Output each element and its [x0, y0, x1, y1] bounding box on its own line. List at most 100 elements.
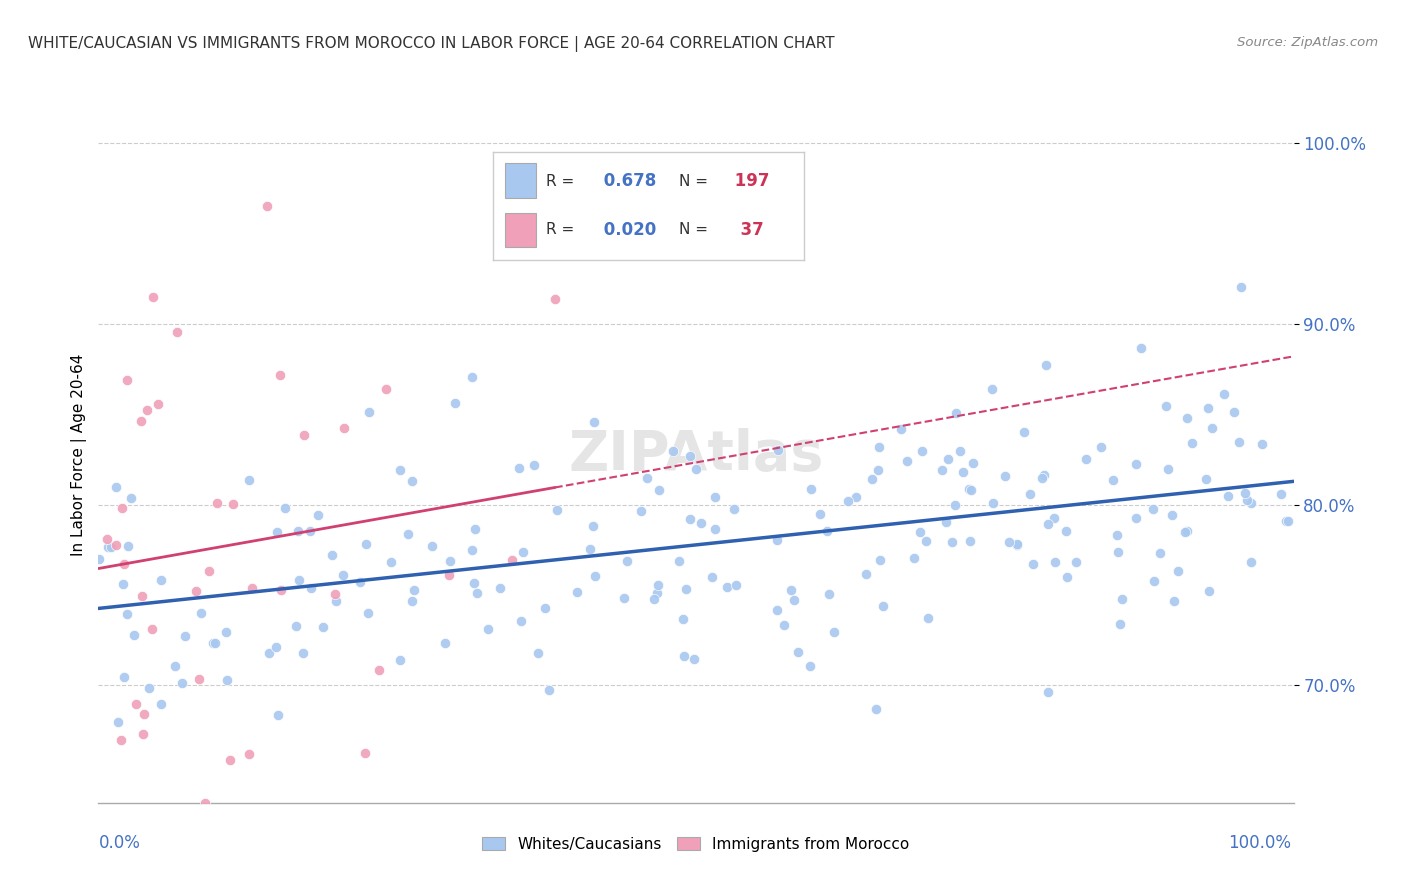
Y-axis label: In Labor Force | Age 20-64: In Labor Force | Age 20-64 [72, 354, 87, 556]
Point [1198, 583, 1220, 598]
Point [214, 625, 236, 640]
Point [477, 622, 499, 636]
Point [170, 676, 193, 690]
Point [325, 593, 347, 607]
Point [583, 569, 606, 583]
Point [357, 607, 380, 621]
Point [949, 443, 972, 458]
Point [1229, 434, 1251, 449]
Point [165, 658, 187, 673]
Point [380, 555, 402, 569]
Point [782, 593, 804, 607]
Point [582, 519, 605, 533]
Point [911, 444, 934, 458]
Point [544, 292, 567, 306]
Point [668, 554, 690, 568]
Point [204, 636, 226, 650]
Point [132, 727, 155, 741]
Point [860, 472, 883, 486]
Point [935, 515, 957, 529]
Legend: Whites/Caucasians, Immigrants from Morocco: Whites/Caucasians, Immigrants from Moroc… [477, 830, 915, 858]
Point [332, 568, 354, 582]
Point [1043, 511, 1066, 525]
Point [1129, 341, 1152, 355]
Point [187, 673, 209, 687]
Point [723, 502, 745, 516]
Point [256, 199, 278, 213]
Point [855, 566, 877, 581]
Point [349, 574, 371, 589]
Point [288, 574, 311, 588]
Point [1277, 514, 1299, 528]
Point [149, 573, 172, 587]
Point [1234, 486, 1257, 500]
Point [1056, 570, 1078, 584]
Point [800, 483, 823, 497]
Point [173, 629, 195, 643]
Point [111, 500, 134, 515]
Point [903, 550, 925, 565]
Point [945, 406, 967, 420]
Point [636, 471, 658, 485]
Point [1101, 473, 1123, 487]
Point [661, 443, 683, 458]
Point [292, 427, 315, 442]
Point [685, 461, 707, 475]
Point [546, 502, 568, 516]
Point [534, 600, 557, 615]
Point [1066, 555, 1088, 569]
Point [994, 469, 1017, 483]
Point [917, 611, 939, 625]
Point [538, 683, 561, 698]
Point [689, 516, 711, 531]
Point [1031, 471, 1053, 485]
Point [866, 463, 889, 477]
Point [765, 533, 787, 547]
Point [117, 373, 139, 387]
Point [107, 714, 129, 729]
Point [131, 589, 153, 603]
Point [780, 583, 803, 598]
Point [1240, 496, 1263, 510]
Point [815, 524, 838, 538]
Point [312, 620, 335, 634]
Point [716, 580, 738, 594]
Point [1236, 493, 1258, 508]
Point [724, 578, 747, 592]
Point [869, 552, 891, 566]
Point [112, 557, 135, 571]
Point [112, 670, 135, 684]
Point [287, 524, 309, 538]
Point [205, 496, 228, 510]
Point [868, 440, 890, 454]
Text: 0.0%: 0.0% [98, 834, 141, 852]
Point [1107, 545, 1129, 559]
Point [817, 587, 839, 601]
Point [1157, 462, 1180, 476]
Point [401, 475, 423, 489]
Point [389, 653, 412, 667]
Point [420, 539, 443, 553]
Point [270, 583, 292, 598]
Point [959, 534, 981, 549]
Point [1005, 538, 1028, 552]
Point [931, 462, 953, 476]
Point [896, 454, 918, 468]
Point [1143, 574, 1166, 589]
Point [647, 578, 669, 592]
Point [1229, 280, 1251, 294]
Point [1201, 421, 1223, 435]
Point [908, 524, 931, 539]
Point [616, 554, 638, 568]
Point [1160, 508, 1182, 522]
Point [766, 442, 789, 457]
Point [129, 415, 152, 429]
Point [1111, 591, 1133, 606]
Point [96, 532, 118, 546]
Point [122, 628, 145, 642]
Point [703, 490, 725, 504]
Point [259, 646, 281, 660]
Point [890, 422, 912, 436]
Point [1142, 502, 1164, 516]
Point [941, 535, 963, 549]
